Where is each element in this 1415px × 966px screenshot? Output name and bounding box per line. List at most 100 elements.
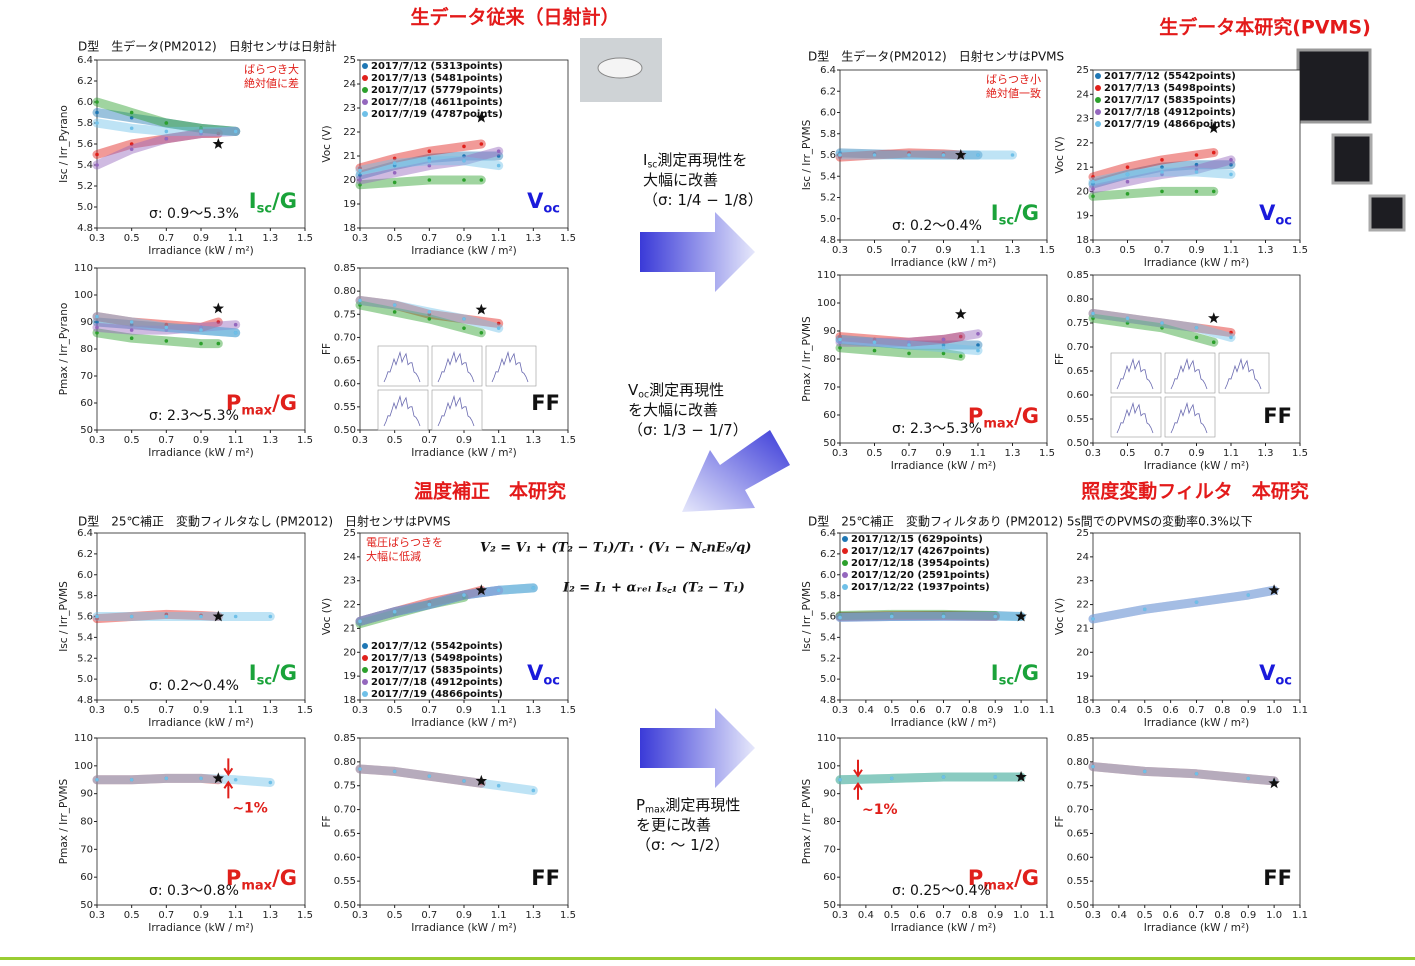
x-tick-label: 0.4 [858,910,874,921]
y-tick-label: 0.75 [334,309,356,320]
x-tick-label: 1.3 [1005,448,1021,459]
y-tick-label: 100 [74,761,93,772]
y-tick-label: 50 [80,425,93,436]
y-tick-label: 19 [343,199,356,210]
text-part: V [527,189,544,213]
inset-thumbnail [1165,397,1215,437]
x-tick-label: 0.7 [158,233,174,244]
scatter-point [269,615,273,619]
scatter-point [1143,770,1147,774]
y-tick-label: 110 [74,733,93,744]
panel-label: FF [1263,866,1292,890]
y-tick-label: 5.8 [820,591,836,602]
legend-label: 2017/7/13 (5498points) [371,653,503,664]
x-tick-label: 0.7 [421,910,437,921]
page: 生データ従来（日射計）D型 生データ(PM2012) 日射センサは日射計0.30… [0,0,1415,966]
x-axis-label: Irradiance (kW / m²) [891,257,997,269]
y-tick-label: 5.8 [820,129,836,140]
y-tick-label: 5.0 [820,674,836,685]
x-tick-label: 0.9 [1189,245,1205,256]
scatter-point [130,336,134,340]
x-tick-label: 0.5 [124,910,140,921]
x-tick-label: 0.3 [832,448,848,459]
panel-subtitle: D型 25℃補正 変動フィルタあり (PM2012) 5s間でのPVMSの変動率… [808,514,1253,529]
legend-label: 2017/7/17 (5835points) [371,665,503,676]
y-axis-label: Voc (V) [321,598,333,635]
panel-label: FF [1263,404,1292,428]
x-tick-label: 0.3 [1085,245,1101,256]
scatter-point [480,178,484,182]
x-tick-label: 0.5 [1137,910,1153,921]
inset-thumbnail [1111,353,1161,393]
y-tick-label: 70 [80,844,93,855]
legend-label: 2017/7/13 (5498points) [1104,83,1236,94]
y-tick-label: 6.4 [77,528,93,539]
scatter-point [199,342,203,346]
y-tick-label: 24 [1076,552,1089,563]
x-tick-label: 1.1 [228,435,244,446]
scatter-point [165,339,169,343]
text-part: 測定再現性 [665,796,740,814]
x-tick-label: 1.3 [1258,245,1274,256]
text-part: /G [272,189,297,213]
scatter-point [497,164,501,168]
inset-thumbnail [1111,397,1161,437]
x-tick-label: 0.9 [193,233,209,244]
scatter-point [873,153,877,157]
legend-swatch [842,584,848,590]
y-tick-label: 0.50 [334,900,356,911]
scatter-point [462,159,466,163]
y-tick-label: 20 [1076,186,1089,197]
y-tick-label: 22 [1076,600,1089,611]
scatter-point [1091,765,1095,769]
x-tick-label: 0.5 [387,233,403,244]
y-tick-label: 50 [823,438,836,449]
note-text: Voc測定再現性 [628,381,724,401]
y-tick-label: 80 [823,354,836,365]
y-tick-label: 5.2 [820,193,836,204]
x-tick-label: 0.7 [1154,448,1170,459]
panel-label: Isc/G [991,661,1039,688]
y-tick-label: 0.55 [1067,414,1089,425]
scatter-point [234,323,238,327]
sigma-text: σ: 0.9～5.3% [149,206,239,222]
scatter-point [1229,173,1233,177]
scatter-point [1246,593,1250,597]
scatter-point [1195,600,1199,604]
y-tick-label: 0.55 [334,402,356,413]
scatter-point [976,332,980,336]
y-axis-label: Pmax / Irr_PVMS [801,316,813,402]
y-tick-label: 18 [1076,695,1089,706]
y-tick-label: 19 [1076,671,1089,682]
y-axis-label: Pmax / Irr_Pyrano [58,303,70,396]
y-tick-label: 25 [1076,65,1089,76]
y-axis-label: Pmax / Irr_PVMS [801,778,813,864]
y-tick-label: 0.60 [334,379,356,390]
scatter-point [873,340,877,344]
scatter-point [1246,777,1250,781]
text-part: 測定再現性 [649,381,724,399]
text-part: oc [543,673,560,688]
y-axis-label: Isc / Irr_Pyrano [58,105,70,183]
scatter-point [993,615,997,619]
legend-label: 2017/7/18 (4912points) [371,677,503,688]
y-tick-label: 5.2 [77,653,93,664]
y-tick-label: 23 [1076,114,1089,125]
y-tick-label: 22 [343,127,356,138]
scatter-point [976,153,980,157]
y-tick-label: 0.85 [334,263,356,274]
sigma-text: σ: 0.3～0.8% [149,883,239,899]
y-tick-label: 0.70 [334,332,356,343]
x-tick-label: 1.5 [1292,245,1308,256]
formula: I₂ = I₁ + αᵣₑₗ Iₛ꜀₁ (T₂ − T₁) [562,581,745,596]
scatter-point [95,121,99,125]
formula: V₂ = V₁ + (T₂ − T₁)/T₁ · (V₁ − N꜀nE₉/q) [480,541,751,556]
scatter-point [1126,180,1130,184]
y-axis-label: Voc (V) [1054,136,1066,173]
text-part: P [636,796,645,814]
x-tick-label: 1.0 [1013,910,1029,921]
y-tick-label: 0.50 [334,425,356,436]
text-part: max [241,403,272,418]
x-axis-label: Irradiance (kW / m²) [1144,922,1250,934]
text-part: /G [272,391,297,415]
